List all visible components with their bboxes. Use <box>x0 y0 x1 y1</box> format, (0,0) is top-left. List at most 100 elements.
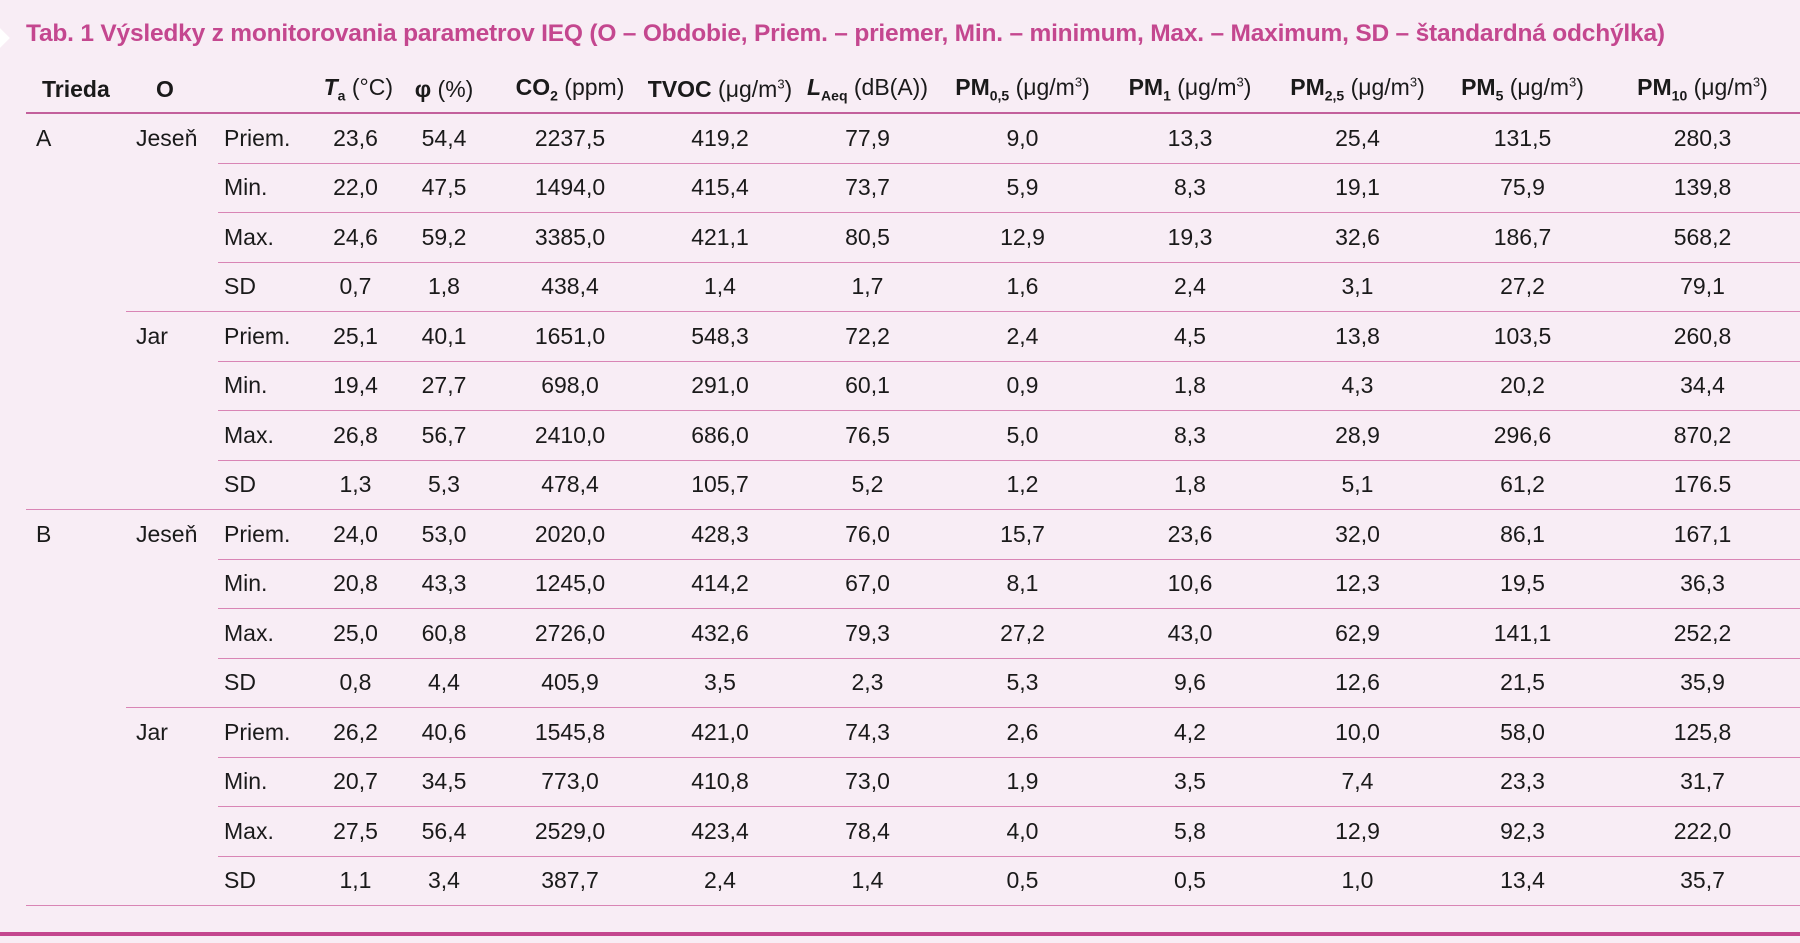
ieq-results-table: Trieda O Ta (°C) φ (%) CO2 (ppm) TVOC (μ… <box>26 66 1800 906</box>
cell-stat: Min. <box>218 361 318 411</box>
cell-pm5: 186,7 <box>1440 212 1605 263</box>
cell-co2: 2020,0 <box>495 509 645 560</box>
cell-pm25: 62,9 <box>1275 608 1440 659</box>
cell-co2: 1245,0 <box>495 559 645 609</box>
cell-stat: Priem. <box>218 509 318 560</box>
header-pm5: PM5 (μg/m3) <box>1440 66 1605 114</box>
cell-phi: 56,4 <box>393 806 495 857</box>
header-row: Trieda O Ta (°C) φ (%) CO2 (ppm) TVOC (μ… <box>26 66 1800 114</box>
cell-stat: Min. <box>218 757 318 807</box>
cell-co2: 405,9 <box>495 658 645 708</box>
cell-obdobie <box>126 559 218 609</box>
cell-trieda <box>26 361 126 411</box>
cell-pm5: 75,9 <box>1440 163 1605 213</box>
cell-laeq: 72,2 <box>795 311 940 362</box>
cell-pm05: 1,6 <box>940 262 1105 312</box>
cell-pm1: 43,0 <box>1105 608 1275 659</box>
cell-ta: 20,7 <box>318 757 393 807</box>
cell-obdobie <box>126 213 218 263</box>
cell-laeq: 67,0 <box>795 559 940 609</box>
cell-obdobie: Jar <box>136 322 168 349</box>
header-phi: φ (%) <box>393 66 495 114</box>
table-row: Max. 26,8 56,7 2410,0 686,0 76,5 5,0 8,3 28,9 296… <box>26 410 1800 461</box>
cell-tvoc: 1,4 <box>645 262 795 312</box>
cell-obdobie <box>126 807 218 857</box>
cell-stat: Priem. <box>218 113 318 164</box>
cell-stat: Priem. <box>218 311 318 362</box>
cell-pm10: 31,7 <box>1605 757 1800 807</box>
cell-pm5: 13,4 <box>1440 856 1605 906</box>
cell-pm5: 86,1 <box>1440 509 1605 560</box>
cell-pm1: 19,3 <box>1105 212 1275 263</box>
table-row: SD 1,3 5,3 478,4 105,7 5,2 1,2 1,8 5,1 61,2 176.5 <box>26 460 1800 510</box>
bottom-rule <box>0 932 1800 936</box>
cell-trieda <box>26 856 126 906</box>
cell-ta: 1,3 <box>318 460 393 510</box>
cell-ta: 26,2 <box>318 707 393 758</box>
cell-obdobie <box>126 757 218 807</box>
cell-tvoc: 105,7 <box>645 460 795 510</box>
cell-phi: 40,1 <box>393 311 495 362</box>
cell-co2: 2726,0 <box>495 608 645 659</box>
cell-phi: 47,5 <box>393 163 495 213</box>
cell-pm1: 1,8 <box>1105 361 1275 411</box>
cell-phi: 60,8 <box>393 608 495 659</box>
cell-phi: 4,4 <box>393 658 495 708</box>
cell-co2: 1494,0 <box>495 163 645 213</box>
cell-trieda <box>26 411 126 461</box>
cell-pm10: 870,2 <box>1605 410 1800 461</box>
cell-laeq: 1,7 <box>795 262 940 312</box>
cell-pm5: 141,1 <box>1440 608 1605 659</box>
cell-tvoc: 432,6 <box>645 608 795 659</box>
cell-stat: Priem. <box>218 707 318 758</box>
cell-phi: 1,8 <box>393 262 495 312</box>
cell-phi: 43,3 <box>393 559 495 609</box>
cell-pm5: 61,2 <box>1440 460 1605 510</box>
cell-pm1: 1,8 <box>1105 460 1275 510</box>
cell-pm1: 8,3 <box>1105 163 1275 213</box>
cell-stat: SD <box>218 262 318 312</box>
cell-laeq: 79,3 <box>795 608 940 659</box>
cell-pm1: 4,5 <box>1105 311 1275 362</box>
header-pm1: PM1 (μg/m3) <box>1105 66 1275 114</box>
table-body: A Jeseň Priem. 23,6 54,4 2237,5 419,2 77,9 9,0 13… <box>26 113 1800 906</box>
cell-laeq: 2,3 <box>795 658 940 708</box>
cell-pm25: 13,8 <box>1275 311 1440 362</box>
table-caption: Tab. 1 Výsledky z monitorovania parametr… <box>26 20 1665 47</box>
cell-pm05: 5,9 <box>940 163 1105 213</box>
cell-laeq: 73,7 <box>795 163 940 213</box>
cell-co2: 438,4 <box>495 262 645 312</box>
caption-marker <box>0 28 10 48</box>
cell-trieda <box>26 757 126 807</box>
cell-pm5: 19,5 <box>1440 559 1605 609</box>
table-row: Jar Priem. 25,1 40,1 1651,0 548,3 72,2 2,4 4,5 13… <box>26 311 1800 362</box>
cell-pm1: 8,3 <box>1105 410 1275 461</box>
cell-pm5: 23,3 <box>1440 757 1605 807</box>
cell-pm10: 139,8 <box>1605 163 1800 213</box>
cell-laeq: 78,4 <box>795 806 940 857</box>
cell-trieda <box>26 312 126 362</box>
cell-obdobie: Jar <box>136 718 168 745</box>
table-row: SD 0,8 4,4 405,9 3,5 2,3 5,3 9,6 12,6 21,5 35,9 <box>26 658 1800 708</box>
cell-stat: SD <box>218 658 318 708</box>
cell-stat: SD <box>218 856 318 906</box>
cell-tvoc: 421,1 <box>645 212 795 263</box>
cell-pm10: 280,3 <box>1605 113 1800 164</box>
cell-trieda <box>26 262 126 312</box>
cell-pm5: 27,2 <box>1440 262 1605 312</box>
cell-pm10: 260,8 <box>1605 311 1800 362</box>
cell-pm5: 103,5 <box>1440 311 1605 362</box>
header-tvoc: TVOC (μg/m3) <box>645 66 795 114</box>
cell-pm5: 20,2 <box>1440 361 1605 411</box>
cell-co2: 1545,8 <box>495 707 645 758</box>
cell-pm25: 12,6 <box>1275 658 1440 708</box>
cell-pm1: 9,6 <box>1105 658 1275 708</box>
cell-obdobie <box>126 658 218 708</box>
cell-tvoc: 410,8 <box>645 757 795 807</box>
cell-stat: Max. <box>218 212 318 263</box>
cell-ta: 25,1 <box>318 311 393 362</box>
cell-trieda <box>26 559 126 609</box>
cell-trieda <box>26 163 126 213</box>
cell-pm25: 7,4 <box>1275 757 1440 807</box>
cell-stat: Min. <box>218 559 318 609</box>
